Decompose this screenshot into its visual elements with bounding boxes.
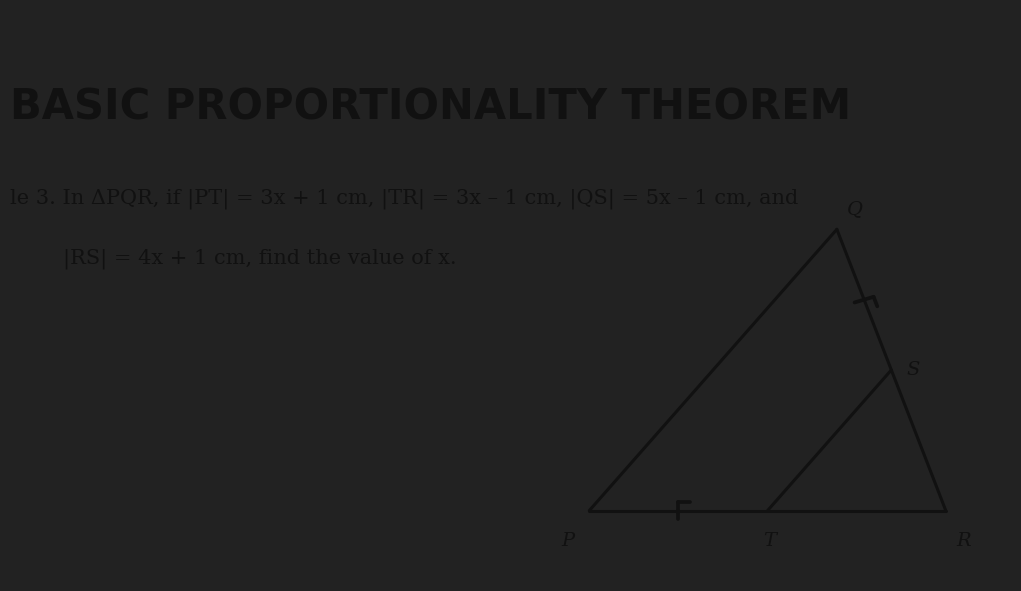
Text: BASIC PROPORTIONALITY THEOREM: BASIC PROPORTIONALITY THEOREM (10, 87, 852, 129)
Text: T: T (763, 532, 776, 550)
Text: Q: Q (846, 200, 863, 218)
Text: |RS| = 4x + 1 cm, find the value of x.: |RS| = 4x + 1 cm, find the value of x. (10, 249, 456, 269)
Text: le 3. In ΔPQR, if |PT| = 3x + 1 cm, |TR| = 3x – 1 cm, |QS| = 5x – 1 cm, and: le 3. In ΔPQR, if |PT| = 3x + 1 cm, |TR|… (10, 189, 798, 209)
Text: S: S (907, 361, 920, 379)
Text: R: R (957, 532, 971, 550)
Text: P: P (561, 532, 574, 550)
